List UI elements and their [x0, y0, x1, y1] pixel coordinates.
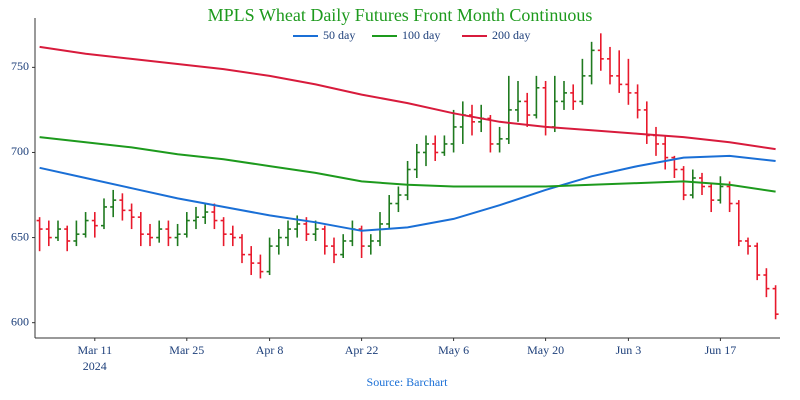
- legend-label: 100 day: [402, 28, 440, 42]
- legend-label: 50 day: [323, 28, 355, 42]
- y-tick-label: 650: [11, 229, 29, 243]
- y-tick-label: 600: [11, 314, 29, 328]
- chart-title: MPLS Wheat Daily Futures Front Month Con…: [208, 5, 593, 25]
- legend-label: 200 day: [492, 28, 530, 42]
- x-tick-label: Apr 8: [256, 343, 284, 357]
- moving-average-line: [39, 136, 776, 193]
- x-tick-label: Jun 3: [616, 343, 642, 357]
- source: Source: Barchart: [367, 375, 449, 389]
- x-tick-label: Apr 22: [345, 343, 379, 357]
- moving-average-line: [39, 45, 776, 151]
- x-tick-label: May 20: [527, 343, 564, 357]
- x-tick-label: Mar 11: [78, 343, 113, 357]
- x-tick-year: 2024: [83, 359, 107, 373]
- x-tick-label: Jun 17: [705, 343, 737, 357]
- y-tick-label: 750: [11, 59, 29, 73]
- x-tick-label: Mar 25: [169, 343, 204, 357]
- x-tick-label: May 6: [438, 343, 469, 357]
- moving-average-line: [39, 154, 776, 232]
- y-tick-label: 700: [11, 144, 29, 158]
